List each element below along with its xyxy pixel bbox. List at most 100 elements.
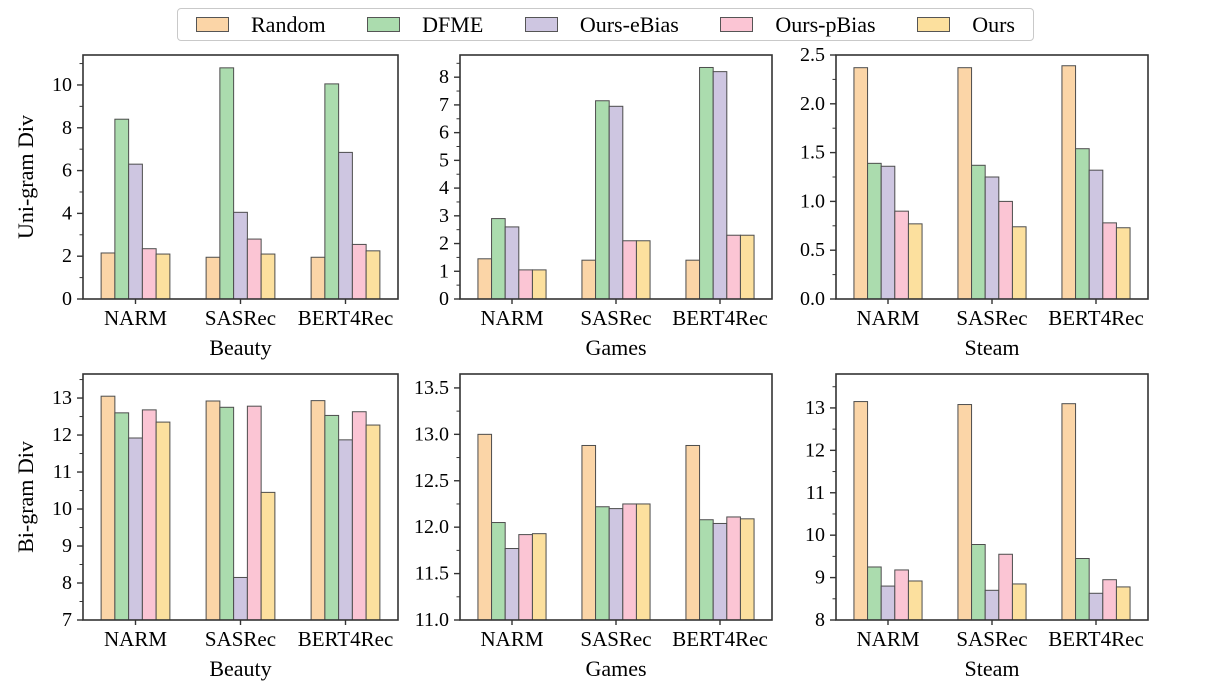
bar-ours-pbias-sasrec [246, 238, 262, 300]
y-tick-label: 11 [806, 482, 825, 504]
bar-random-sasrec [581, 444, 597, 621]
bar-ours-bert4rec [365, 250, 381, 300]
subplot-steam-unigram: NARM SASRec BERT4Rec 0.0 0.5 1.0 1.5 2.0 2.5 Stea… [800, 44, 1149, 360]
x-tick-label: BERT4Rec [1048, 627, 1144, 651]
bar-random-narm [853, 401, 869, 621]
bar-ours-ebias-bert4rec [338, 151, 353, 300]
bar-dfme-sasrec [219, 67, 235, 300]
x-tick-label: BERT4Rec [298, 306, 394, 330]
bar-random-sasrec [205, 400, 221, 621]
bar-dfme-bert4rec [699, 66, 714, 300]
bar-dfme-sasrec [219, 406, 235, 621]
bar-random-sasrec [957, 404, 973, 621]
y-tick-label: 0.5 [800, 239, 825, 261]
y-axis-label: Uni-gram Div [13, 115, 38, 239]
bar-dfme-narm [867, 162, 882, 300]
y-tick-label: 13 [52, 387, 72, 409]
x-tick-label: SASRec [205, 306, 276, 330]
x-tick-label: BERT4Rec [1048, 306, 1144, 330]
y-tick-label: 13.5 [414, 377, 449, 399]
bar-random-bert4rec [1061, 403, 1077, 621]
bar-random-narm [853, 67, 869, 300]
y-tick-label: 12.0 [414, 516, 449, 538]
y-tick-label: 13.0 [414, 423, 449, 445]
x-tick-label: SASRec [205, 627, 276, 651]
bar-random-sasrec [205, 256, 221, 300]
legend-label-dfme: DFME [422, 11, 484, 37]
bar-dfme-narm [114, 118, 130, 300]
bar-random-bert4rec [310, 400, 326, 621]
y-tick-label: 6 [439, 122, 449, 144]
bar-ours-sasrec [1011, 583, 1027, 621]
axes-frame [82, 54, 399, 300]
legend-entry-random: Random [196, 11, 326, 37]
axes-frame [459, 54, 773, 300]
y-tick-label: 2.0 [800, 93, 825, 115]
bar-dfme-sasrec [971, 164, 986, 300]
legend-label-random: Random [251, 11, 326, 37]
y-tick-label: 8 [815, 609, 825, 631]
bar-dfme-sasrec [971, 544, 986, 621]
y-tick-label: 5 [439, 149, 449, 171]
x-tick-label: SASRec [580, 306, 651, 330]
bar-ours-ebias-sasrec [233, 211, 248, 300]
legend-label-ours-ebias: Ours-eBias [579, 11, 679, 37]
bar-ours-narm [155, 421, 171, 621]
y-tick-label: 11.0 [415, 609, 449, 631]
y-tick-label: 4 [439, 177, 449, 199]
y-tick-label: 11 [53, 461, 72, 483]
legend-label-ours: Ours [972, 11, 1015, 37]
y-tick-label: 8 [62, 117, 72, 139]
y-tick-label: 7 [439, 94, 449, 116]
y-tick-label: 3 [439, 205, 449, 227]
y-tick-label: 12.5 [414, 470, 449, 492]
bar-ours-pbias-narm [518, 534, 533, 621]
y-tick-label: 12 [52, 424, 72, 446]
bar-ours-sasrec [635, 503, 651, 621]
bar-ours-pbias-bert4rec [351, 411, 367, 621]
x-axis-label: Steam [965, 335, 1020, 360]
y-tick-label: 1 [439, 260, 449, 282]
bar-ours-narm [907, 223, 923, 300]
bar-random-narm [100, 395, 116, 621]
bar-ours-ebias-sasrec [608, 105, 624, 300]
bar-ours-sasrec [1011, 226, 1027, 300]
x-tick-label: NARM [104, 627, 167, 651]
bar-ours-ebias-bert4rec [1088, 169, 1104, 300]
y-tick-label: 0 [439, 288, 449, 310]
bar-ours-ebias-sasrec [233, 576, 248, 621]
bar-ours-ebias-bert4rec [712, 522, 728, 621]
bar-random-bert4rec [685, 259, 701, 300]
bar-ours-pbias-bert4rec [351, 243, 367, 300]
y-tick-label: 2 [62, 245, 72, 267]
bar-dfme-bert4rec [1075, 148, 1090, 300]
x-axis-label: Games [585, 656, 646, 681]
y-axis-label: Bi-gram Div [13, 441, 38, 553]
bar-ours-pbias-narm [894, 569, 909, 621]
subplot-games-bigram: NARM SASRec BERT4Rec 11.0 11.5 12.0 12.5 13.0 13… [414, 373, 773, 681]
x-tick-label: NARM [480, 306, 543, 330]
x-tick-label: SASRec [956, 627, 1027, 651]
x-tick-label: NARM [856, 627, 919, 651]
bar-ours-pbias-bert4rec [726, 516, 741, 621]
legend-label-ours-pbias: Ours-pBias [775, 11, 876, 37]
bar-ours-pbias-bert4rec [726, 234, 741, 300]
x-tick-label: BERT4Rec [298, 627, 394, 651]
y-tick-label: 1.0 [800, 190, 825, 212]
bar-ours-pbias-bert4rec [1102, 579, 1117, 621]
bar-ours-ebias-narm [128, 437, 143, 621]
bar-random-narm [100, 252, 116, 300]
bar-ours-pbias-sasrec [622, 240, 637, 300]
bar-ours-narm [155, 253, 171, 300]
y-tick-label: 6 [62, 160, 72, 182]
bar-ours-bert4rec [1115, 586, 1131, 621]
bar-dfme-bert4rec [1075, 558, 1090, 621]
legend-entry-ours-pbias: Ours-pBias [720, 11, 876, 37]
bar-random-bert4rec [685, 444, 701, 621]
bar-dfme-bert4rec [699, 519, 714, 621]
subplot-beauty-unigram: NARM SASRec BERT4Rec 0 2 4 6 8 10 Beauty Uni-gram … [13, 54, 399, 360]
x-axis-label: Beauty [209, 656, 271, 681]
bar-ours-pbias-narm [141, 409, 157, 621]
